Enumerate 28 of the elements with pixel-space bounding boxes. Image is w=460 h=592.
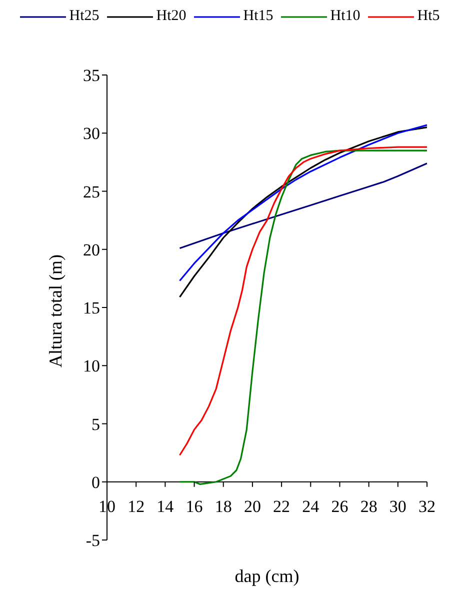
y-tick-label: 35 (83, 66, 100, 86)
y-tick-label: 25 (83, 182, 100, 202)
x-tick-label: 28 (360, 496, 378, 516)
y-tick-label: 30 (83, 124, 100, 144)
x-tick-label: 22 (273, 496, 290, 516)
y-tick-label: 0 (92, 472, 100, 492)
x-tick-label: 18 (214, 496, 232, 516)
y-tick-label: 5 (92, 414, 100, 434)
line-series (178, 162, 427, 250)
legend-label: Ht15 (243, 8, 274, 25)
legend-label: Ht20 (156, 8, 186, 25)
y-tick-label: 20 (83, 240, 100, 260)
x-tick-label: 32 (418, 496, 436, 516)
x-tick-label: 20 (244, 496, 261, 516)
x-tick-label: 30 (389, 496, 406, 516)
x-tick-label: 26 (331, 496, 348, 516)
legend-label: Ht10 (330, 8, 360, 25)
legend-label: Ht25 (69, 8, 100, 25)
x-axis-title: dap (cm) (234, 566, 300, 586)
y-tick-label: -5 (86, 531, 100, 550)
x-tick-label: 16 (186, 496, 203, 516)
x-tick-label: 24 (302, 496, 320, 516)
x-tick-label: 14 (156, 496, 174, 516)
y-tick-label: 10 (83, 356, 100, 376)
legend-label: Ht5 (417, 8, 440, 25)
y-axis-title: Altura total (m) (45, 254, 66, 368)
x-tick-label: 12 (128, 496, 145, 516)
y-tick-label: 15 (83, 298, 100, 318)
